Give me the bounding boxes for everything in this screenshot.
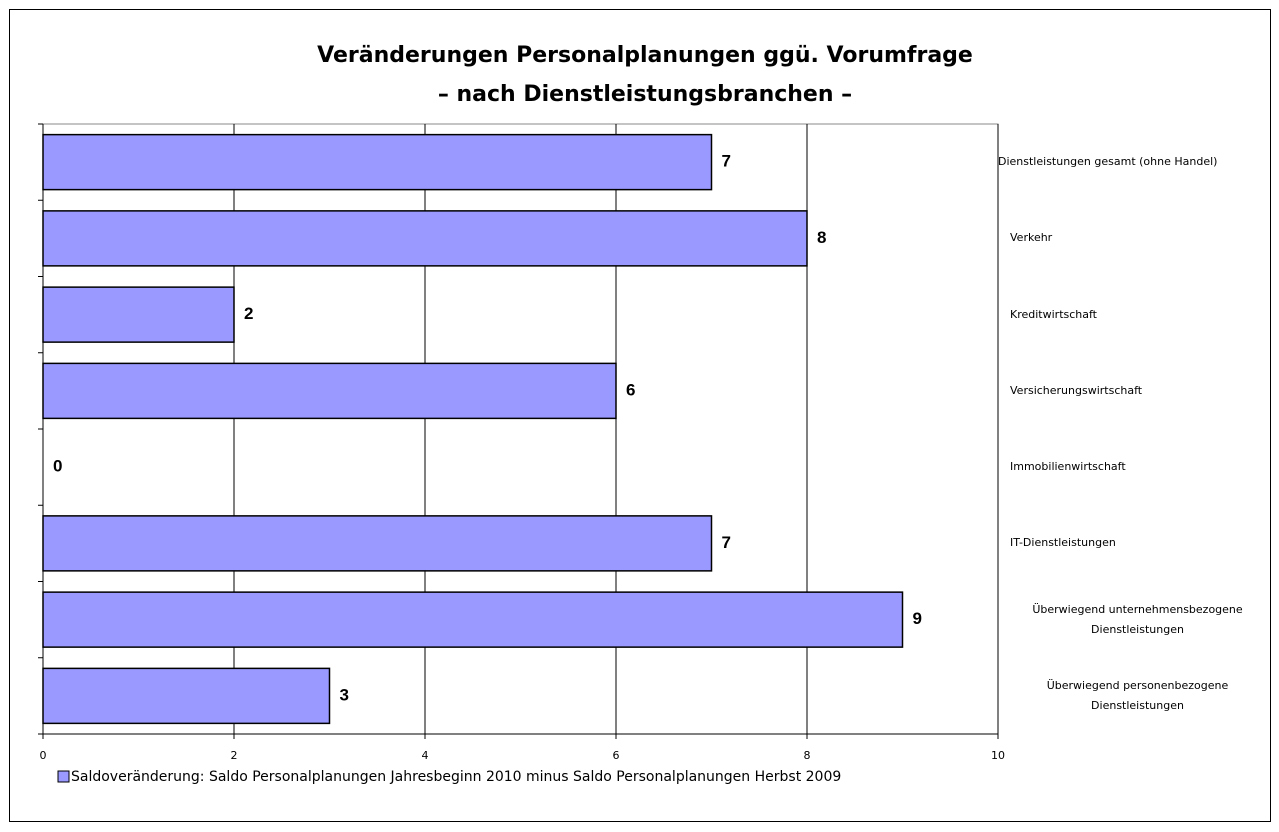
- bar: [42, 210, 808, 267]
- data-label: 6: [626, 380, 635, 399]
- bar: [42, 591, 904, 648]
- data-label: 3: [340, 685, 349, 704]
- bar: [42, 286, 235, 343]
- category-label: Immobilienwirtschaft: [1010, 460, 1126, 474]
- x-tick-label: 0: [40, 749, 47, 762]
- bar: [42, 362, 617, 420]
- chart-subtitle: – nach Dienstleistungsbranchen –: [438, 82, 852, 107]
- category-label: IT-Dienstleistungen: [1010, 536, 1116, 550]
- data-label: 9: [913, 609, 922, 628]
- x-tick-label: 8: [804, 749, 811, 762]
- x-tick-label: 6: [613, 749, 620, 762]
- category-label: Versicherungswirtschaft: [1010, 383, 1143, 397]
- category-label: Verkehr: [1010, 231, 1053, 245]
- data-label: 2: [244, 304, 253, 323]
- x-tick-label: 2: [231, 749, 238, 762]
- category-label: Überwiegend unternehmensbezogene Dienstl…: [1032, 602, 1243, 636]
- category-label: Überwiegend personenbezogene Dienstleist…: [1046, 678, 1229, 712]
- category-label: Dienstleistungen gesamt (ohne Handel): [998, 155, 1218, 169]
- data-label: 7: [722, 533, 731, 552]
- category-label: Kreditwirtschaft: [1010, 307, 1097, 321]
- data-label: 0: [53, 457, 62, 476]
- bar: [42, 667, 331, 725]
- legend-swatch: [57, 770, 70, 783]
- data-label: 7: [722, 152, 731, 171]
- bar: [42, 133, 713, 191]
- data-label: 8: [817, 228, 826, 247]
- chart-title: Veränderungen Personalplanungen ggü. Vor…: [317, 43, 973, 68]
- legend-label: Saldoveränderung: Saldo Personalplanunge…: [71, 769, 841, 785]
- x-tick-label: 4: [422, 749, 429, 762]
- x-tick-label: 10: [991, 749, 1005, 762]
- bar: [42, 515, 713, 572]
